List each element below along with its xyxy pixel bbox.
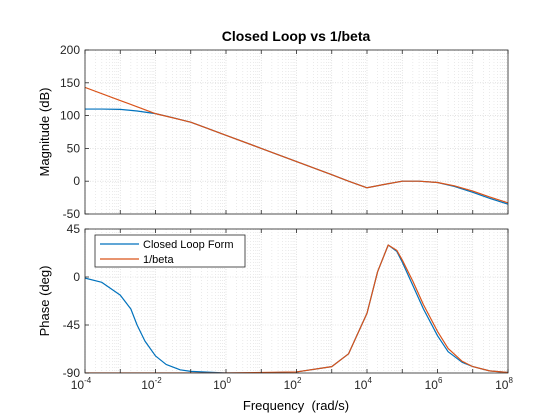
xtick-base: 10 [354,378,368,392]
xtick-exponent: 6 [438,376,443,385]
frequency-xtick-label: 108 [495,376,513,392]
frequency-xtick-label: 102 [284,376,302,392]
magnitude-ytick-label: 200 [60,43,80,57]
xtick-base: 10 [213,378,227,392]
frequency-xtick-label: 100 [213,376,231,392]
xtick-exponent: 0 [226,376,231,385]
xtick-base: 10 [284,378,298,392]
phase-series-1-beta [85,244,508,373]
xtick-base: 10 [495,378,509,392]
frequency-xtick-label: 106 [425,376,443,392]
magnitude-ytick-label: 150 [60,76,80,90]
xtick-exponent: -2 [155,376,163,385]
frequency-xtick-label: 104 [354,376,372,392]
phase-ytick-label: -90 [63,366,81,380]
magnitude-plot-area [85,50,508,214]
magnitude-ylabel: Magnitude (dB) [37,88,52,177]
magnitude-axes: 200 150 100 50 0 -50 Magnitude (dB) [37,43,509,221]
phase-ytick-label: 45 [67,222,81,236]
phase-ylabel: Phase (deg) [37,266,52,337]
magnitude-ytick-label: 100 [60,109,80,123]
xtick-exponent: -4 [84,376,92,385]
magnitude-ytick-label: 0 [73,174,80,188]
legend: Closed Loop Form 1/beta [94,234,246,268]
magnitude-ytick-label: -50 [63,207,81,221]
xtick-exponent: 2 [297,376,302,385]
xtick-exponent: 8 [508,376,513,385]
xtick-base: 10 [141,378,155,392]
frequency-xtick-label: 10-2 [141,376,162,392]
frequency-xlabel: Frequency (rad/s) [243,398,349,413]
phase-ytick-label: 0 [73,270,80,284]
phase-ytick-label: -45 [63,318,81,332]
legend-label-1-beta: 1/beta [143,254,174,266]
chart-title: Closed Loop vs 1/beta [222,28,371,44]
xtick-base: 10 [425,378,439,392]
xtick-exponent: 4 [367,376,372,385]
frequency-xtick-label: 10-4 [71,376,92,392]
magnitude-series-1-beta [85,86,508,204]
xtick-base: 10 [71,378,85,392]
magnitude-ytick-label: 50 [67,141,81,155]
legend-box [94,234,246,268]
legend-label-closed-loop: Closed Loop Form [143,239,234,251]
